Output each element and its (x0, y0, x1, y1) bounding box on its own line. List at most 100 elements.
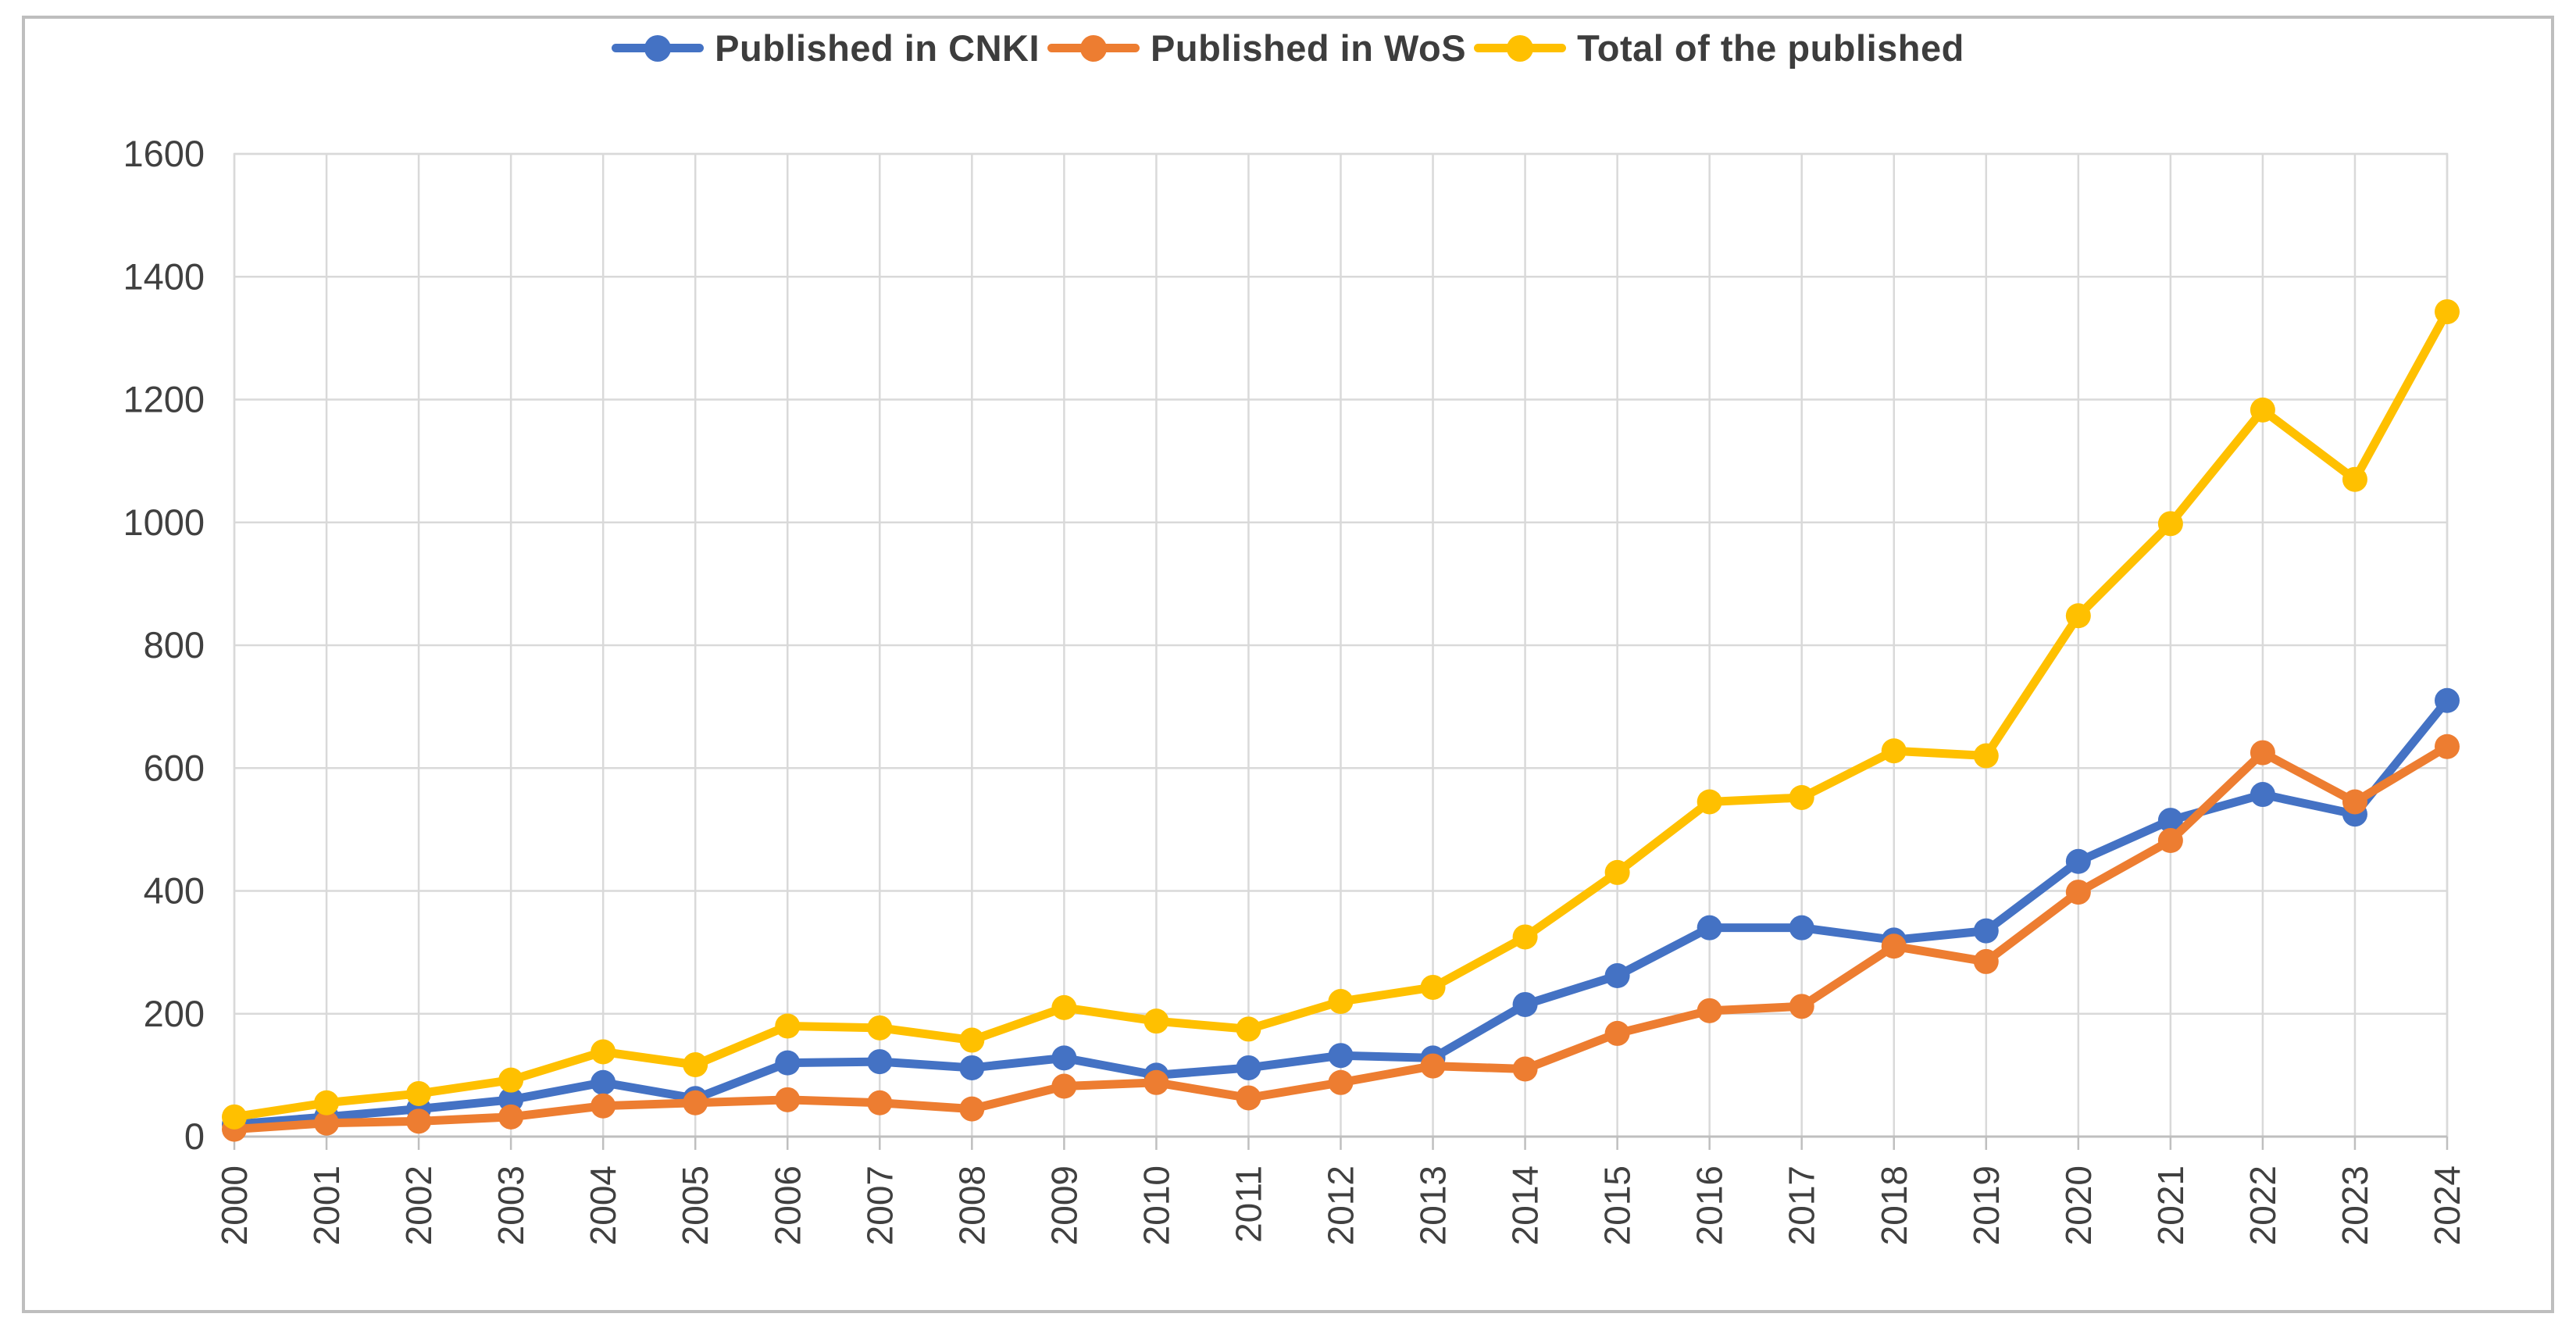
data-point-marker (1144, 1069, 1169, 1095)
data-point-marker (2342, 466, 2367, 492)
data-point-marker (1697, 915, 1722, 941)
data-point-marker (406, 1080, 432, 1106)
x-tick-label: 2008 (951, 1165, 992, 1245)
data-point-marker (1881, 933, 1907, 959)
data-point-marker (1328, 1069, 1354, 1095)
x-tick-label: 2022 (2242, 1165, 2283, 1245)
legend-item-1: Published in WoS (1047, 27, 1466, 70)
data-point-marker (1328, 1043, 1354, 1069)
data-point-marker (1512, 991, 1538, 1017)
y-tick-label: 1000 (123, 502, 205, 543)
x-tick-label: 2015 (1597, 1165, 1638, 1245)
legend-label: Published in CNKI (715, 27, 1040, 69)
data-point-marker (498, 1067, 524, 1093)
y-tick-label: 600 (144, 747, 205, 788)
y-tick-label: 400 (144, 870, 205, 912)
data-point-marker (683, 1090, 708, 1115)
data-point-marker (1420, 1053, 1446, 1079)
data-point-marker (1789, 994, 1814, 1019)
data-point-marker (1328, 989, 1354, 1015)
x-tick-label: 2019 (1966, 1165, 2007, 1245)
x-tick-label: 2024 (2427, 1165, 2467, 1245)
data-point-marker (1973, 948, 1999, 974)
x-tick-label: 2014 (1505, 1165, 1546, 1245)
data-point-marker (2065, 603, 2091, 629)
data-point-marker (1697, 998, 1722, 1023)
data-point-marker (1604, 859, 1630, 885)
x-tick-label: 2000 (214, 1165, 255, 1245)
y-tick-label: 0 (184, 1115, 205, 1157)
data-point-marker (2157, 828, 2183, 854)
legend-item-0: Published in CNKI (612, 27, 1040, 70)
data-point-marker (1604, 1020, 1630, 1046)
data-point-marker (1697, 789, 1722, 815)
data-point-marker (2250, 397, 2275, 423)
legend-line-marker-icon (1474, 34, 1567, 62)
data-point-marker (2065, 848, 2091, 874)
x-tick-label: 2001 (306, 1165, 347, 1245)
data-point-marker (498, 1104, 524, 1130)
data-point-marker (1236, 1016, 1261, 1042)
data-point-marker (775, 1013, 801, 1039)
data-point-marker (775, 1050, 801, 1076)
x-tick-label: 2017 (1782, 1165, 1822, 1245)
x-tick-label: 2010 (1136, 1165, 1176, 1245)
data-point-marker (590, 1093, 616, 1119)
data-point-marker (1789, 784, 1814, 810)
data-point-marker (1973, 918, 1999, 944)
data-point-marker (406, 1108, 432, 1134)
data-point-marker (1512, 924, 1538, 950)
legend-dot-icon (1507, 34, 1534, 62)
data-point-marker (775, 1087, 801, 1112)
data-point-marker (2250, 782, 2275, 808)
x-tick-label: 2006 (767, 1165, 808, 1245)
data-point-marker (1144, 1008, 1169, 1034)
data-point-marker (590, 1039, 616, 1065)
data-point-marker (959, 1055, 985, 1080)
legend-label: Total of the published (1577, 27, 1964, 69)
data-point-marker (959, 1096, 985, 1122)
data-point-marker (314, 1110, 340, 1136)
data-point-marker (2250, 740, 2275, 766)
data-point-marker (590, 1069, 616, 1095)
x-tick-label: 2002 (398, 1165, 439, 1245)
data-point-marker (867, 1015, 893, 1041)
data-point-marker (498, 1087, 524, 1112)
x-tick-label: 2020 (2058, 1165, 2099, 1245)
data-point-marker (1973, 743, 1999, 769)
data-point-marker (2342, 789, 2367, 815)
data-point-marker (1881, 738, 1907, 764)
data-point-marker (1604, 963, 1630, 989)
data-point-marker (1420, 974, 1446, 1000)
data-point-marker (1236, 1085, 1261, 1111)
data-point-marker (1051, 994, 1077, 1020)
y-tick-label: 1400 (123, 255, 205, 297)
data-point-marker (1051, 1045, 1077, 1071)
x-tick-label: 2023 (2335, 1165, 2375, 1245)
data-point-marker (2435, 687, 2460, 713)
y-axis-labels: 0 200 400 600 800 1000 1200 1400 1600 (123, 133, 205, 1157)
x-tick-label: 2012 (1321, 1165, 1361, 1245)
legend-line-marker-icon (1047, 34, 1140, 62)
data-point-marker (867, 1049, 893, 1075)
data-point-marker (2435, 734, 2460, 759)
data-point-marker (683, 1052, 708, 1078)
data-point-marker (1236, 1055, 1261, 1080)
x-tick-label: 2018 (1874, 1165, 1914, 1245)
chart-legend: Published in CNKI Published in WoS Total o… (0, 27, 2576, 70)
data-point-marker (1051, 1073, 1077, 1099)
y-tick-label: 1600 (123, 133, 205, 174)
x-axis-labels: 2000 2001 2002 2003 2004 2005 2006 2007 2008 2009… (214, 1165, 2467, 1245)
data-point-marker (1512, 1056, 1538, 1082)
y-tick-label: 800 (144, 624, 205, 666)
data-point-marker (959, 1027, 985, 1053)
x-tick-label: 2007 (859, 1165, 900, 1245)
data-point-marker (867, 1090, 893, 1115)
x-tick-label: 2009 (1044, 1165, 1084, 1245)
legend-dot-icon (1080, 34, 1108, 62)
series-1 (222, 734, 2460, 1142)
data-point-marker (2065, 880, 2091, 905)
data-point-marker (2435, 299, 2460, 325)
data-point-marker (1789, 915, 1814, 941)
